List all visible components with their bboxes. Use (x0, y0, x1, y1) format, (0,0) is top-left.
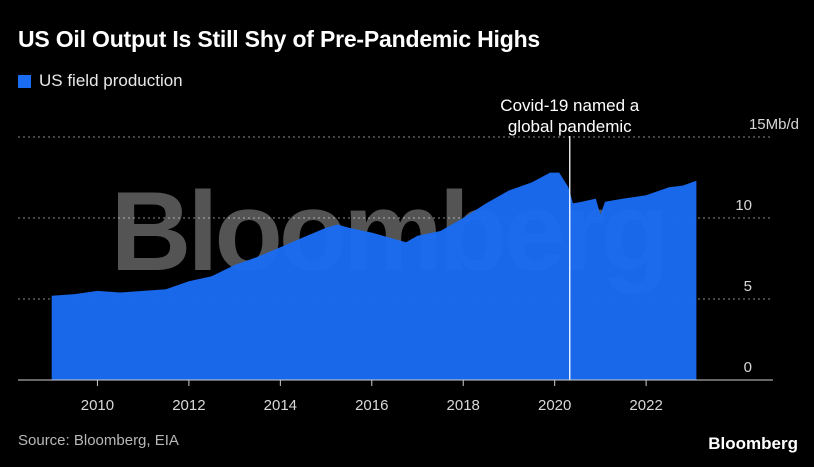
brand-logo: Bloomberg (708, 434, 798, 453)
annotation-group: Covid-19 named a global pandemic (500, 96, 640, 380)
y-axis: 0 5 10 15Mb/d (735, 116, 799, 376)
annotation-text-0: Covid-19 named a (500, 96, 639, 115)
series-area-group (51, 172, 697, 380)
legend-swatch (18, 74, 31, 88)
legend-label: US field production (39, 71, 183, 90)
legend: US field production (18, 71, 183, 91)
x-tick-label-5: 2020 (538, 397, 571, 414)
x-tick-label-3: 2016 (355, 397, 388, 414)
chart-title: US Oil Output Is Still Shy of Pre-Pandem… (18, 26, 541, 52)
x-axis: 2010 2012 2014 2016 2018 2020 2022 (18, 379, 773, 414)
x-tick-label-0: 2010 (81, 397, 114, 414)
y-tick-label-0: 0 (744, 359, 752, 376)
source-note: Source: Bloomberg, EIA (18, 432, 179, 449)
x-tick-label-4: 2018 (447, 397, 480, 414)
y-tick-label-2: 10 (735, 197, 752, 214)
series-area (51, 172, 697, 380)
y-tick-label-3: 15Mb/d (749, 116, 799, 133)
annotation-text-1: global pandemic (508, 117, 632, 136)
x-tick-label-6: 2022 (629, 397, 662, 414)
y-tick-label-1: 5 (744, 278, 752, 295)
x-tick-label-1: 2012 (172, 397, 205, 414)
x-tick-label-2: 2014 (264, 397, 297, 414)
